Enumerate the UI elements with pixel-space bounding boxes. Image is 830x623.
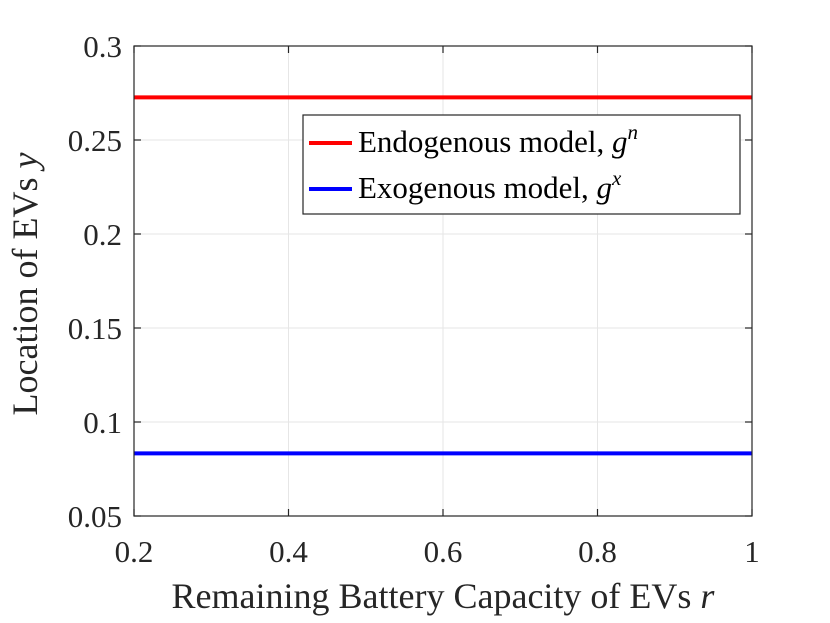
x-tick-label: 0.6 bbox=[424, 534, 463, 569]
y-axis-label: Location of EVs y bbox=[5, 153, 45, 416]
y-tick-label: 0.3 bbox=[83, 29, 122, 64]
y-tick-label: 0.15 bbox=[68, 311, 122, 346]
x-tick-label: 0.2 bbox=[115, 534, 154, 569]
legend: Endogenous model, gn Exogenous model, gx bbox=[302, 114, 741, 215]
x-axis-label: Remaining Battery Capacity of EVs r bbox=[172, 576, 716, 616]
legend-box bbox=[302, 114, 741, 215]
x-tick-label: 0.8 bbox=[578, 534, 617, 569]
y-tick-label: 0.25 bbox=[68, 123, 122, 158]
legend-symbol-endogenous: g bbox=[612, 124, 628, 159]
legend-symbol-exogenous: g bbox=[597, 170, 613, 205]
legend-label-endogenous-text: Endogenous model, bbox=[358, 124, 612, 159]
legend-label-exogenous: Exogenous model, gx bbox=[358, 166, 622, 205]
y-tick-label: 0.2 bbox=[83, 217, 122, 252]
legend-superscript-exogenous: x bbox=[611, 166, 622, 190]
legend-entry-endogenous: Endogenous model, gn bbox=[309, 120, 638, 159]
legend-entry-exogenous: Exogenous model, gx bbox=[309, 166, 622, 205]
y-tick-label: 0.05 bbox=[68, 499, 122, 534]
x-axis-label-text: Remaining Battery Capacity of EVs bbox=[172, 576, 692, 616]
x-axis-symbol: r bbox=[700, 576, 715, 616]
x-tick-label: 1 bbox=[744, 534, 760, 569]
tick-labels: 0.2 0.4 0.6 0.8 1 0.05 0.1 0.15 0.2 0.25 0.3 bbox=[68, 29, 760, 569]
y-tick-label: 0.1 bbox=[83, 405, 122, 440]
y-axis-symbol: y bbox=[5, 153, 45, 172]
legend-superscript-endogenous: n bbox=[628, 120, 639, 144]
x-tick-label: 0.4 bbox=[269, 534, 308, 569]
axis-ticks bbox=[133, 45, 753, 517]
y-axis-label-text: Location of EVs bbox=[5, 178, 45, 416]
legend-label-endogenous: Endogenous model, gn bbox=[358, 120, 638, 159]
legend-label-exogenous-text: Exogenous model, bbox=[358, 170, 597, 205]
series-layer bbox=[134, 95, 752, 456]
